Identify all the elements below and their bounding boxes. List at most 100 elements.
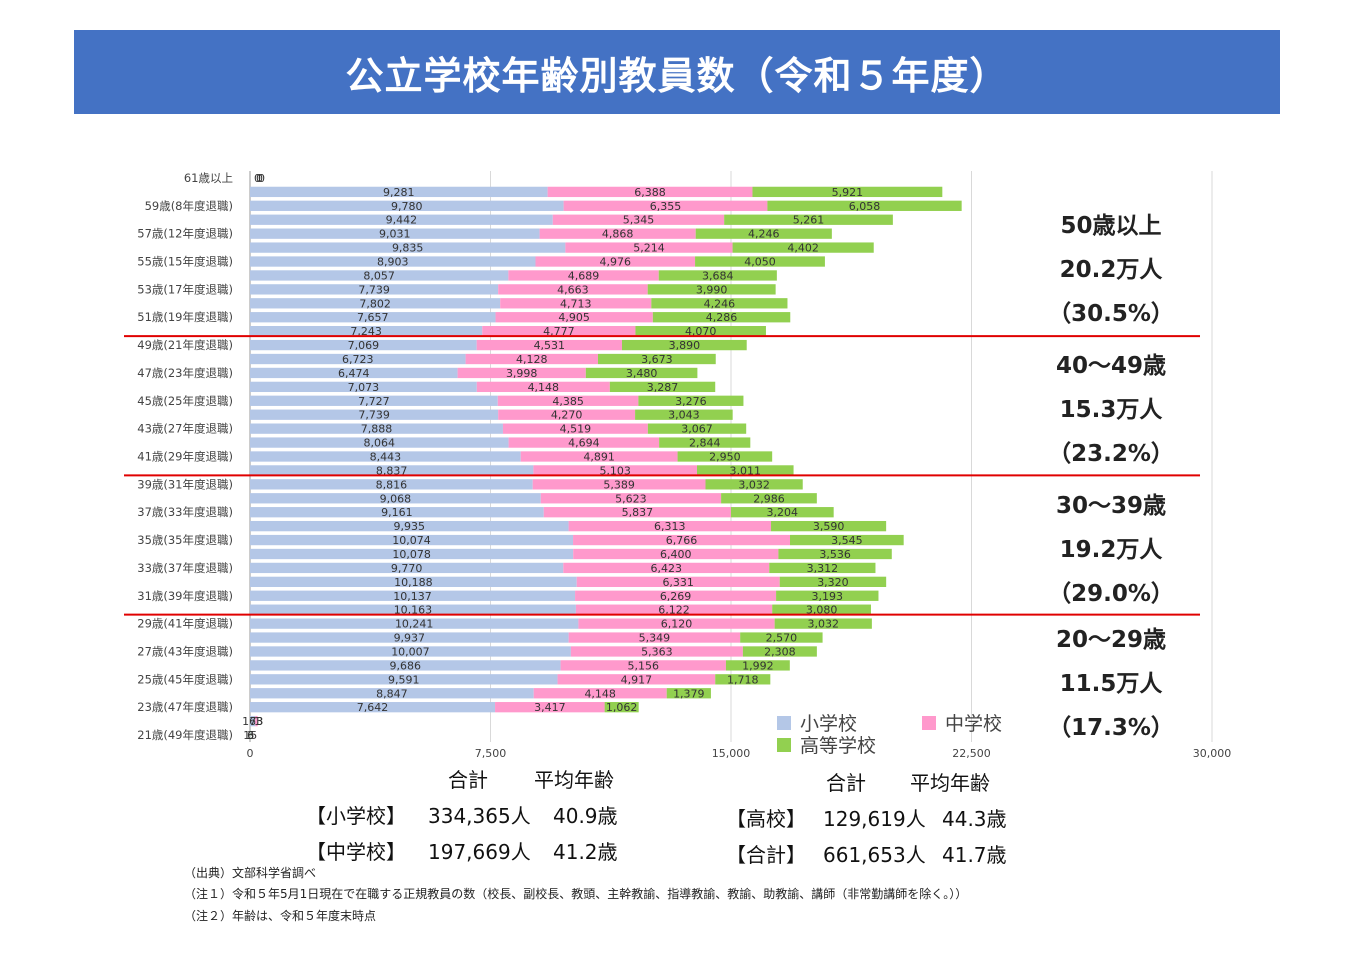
- y-tick-label: 55歳(15年度退職): [137, 255, 233, 269]
- data-label: 1: [254, 715, 261, 728]
- data-label: 3,890: [669, 339, 701, 352]
- y-tick-label: 31歳(39年度退職): [137, 589, 233, 603]
- data-label: 3,193: [812, 590, 844, 603]
- data-label: 4,385: [552, 395, 584, 408]
- data-label: 8,903: [377, 256, 409, 269]
- data-label: 3,998: [506, 367, 538, 380]
- summary-share: （29.0%）: [1031, 578, 1191, 622]
- data-label: 3,673: [641, 353, 673, 366]
- data-label: 4,270: [551, 409, 583, 422]
- data-label: 3,032: [808, 618, 840, 631]
- stats-high-label: 【高校】: [726, 803, 806, 832]
- legend-swatch: [777, 738, 791, 752]
- data-label: 2,844: [689, 437, 721, 450]
- y-tick-label: 51歳(19年度退職): [137, 310, 233, 324]
- y-tick-label: 47歳(23年度退職): [137, 366, 233, 380]
- data-label: 9,591: [388, 673, 420, 686]
- data-label: 10,188: [394, 576, 433, 589]
- data-label: 5,156: [628, 659, 660, 672]
- data-label: 4,519: [560, 423, 592, 436]
- y-tick-label: 57歳(12年度退職): [137, 227, 233, 241]
- summary-count: 19.2万人: [1031, 534, 1191, 578]
- data-label: 8,443: [370, 451, 402, 464]
- data-label: 9,780: [391, 200, 423, 213]
- data-label: 4,148: [584, 687, 616, 700]
- data-label: 4,246: [748, 228, 780, 241]
- data-label: 6: [247, 729, 254, 742]
- x-tick-label: 30,000: [1193, 747, 1232, 760]
- data-label: 7,739: [358, 283, 390, 296]
- data-label: 3,590: [813, 520, 845, 533]
- data-label: 7,802: [359, 297, 391, 310]
- data-label: 4,891: [583, 451, 615, 464]
- data-label: 9,686: [390, 659, 422, 672]
- data-label: 7,069: [348, 339, 380, 352]
- y-tick-label: 33歳(37年度退職): [137, 561, 233, 575]
- legend-swatch: [922, 716, 936, 730]
- stats-col-avg-right: 平均年齢: [910, 767, 990, 796]
- data-label: 5,214: [633, 242, 665, 255]
- y-tick-label: 45歳(25年度退職): [137, 394, 233, 408]
- data-label: 7,727: [358, 395, 390, 408]
- data-label: 2,950: [709, 451, 741, 464]
- stats-all-label: 【合計】: [726, 839, 806, 868]
- stats-col-total-left: 合計: [448, 764, 488, 793]
- summary-share: （30.5%）: [1031, 298, 1191, 342]
- data-label: 9,770: [391, 562, 423, 575]
- data-label: 4,050: [744, 256, 776, 269]
- y-tick-label: 25歳(45年度退職): [137, 672, 233, 686]
- stats-elementary-label: 【小学校】: [306, 800, 406, 829]
- y-tick-label: 29歳(41年度退職): [137, 617, 233, 631]
- summary-20s: 20〜29歳 11.5万人 （17.3%）: [1031, 624, 1191, 756]
- data-label: 10,078: [392, 548, 431, 561]
- y-tick-label: 61歳以上: [184, 171, 233, 185]
- y-tick-label: 59歳(8年度退職): [145, 199, 233, 213]
- footnote-1: （注１）令和５年5月1日現在で在職する正規教員の数（校長、副校長、教頭、主幹教諭…: [184, 885, 967, 902]
- y-tick-label: 37歳(33年度退職): [137, 505, 233, 519]
- data-label: 3,545: [831, 534, 863, 547]
- data-label: 0: [258, 172, 265, 185]
- data-label: 6,313: [654, 520, 686, 533]
- data-label: 7,642: [357, 701, 389, 714]
- data-label: 9,031: [379, 228, 411, 241]
- data-label: 9,937: [394, 632, 426, 645]
- stats-junior-total: 197,669人: [428, 836, 531, 865]
- legend-label: 高等学校: [800, 735, 876, 757]
- stats-junior-label: 【中学校】: [306, 836, 406, 865]
- data-label: 6,388: [634, 186, 666, 199]
- footnote-2: （注２）年齢は、令和５年度末時点: [184, 907, 376, 924]
- data-label: 1,718: [727, 673, 759, 686]
- data-label: 3,043: [668, 409, 700, 422]
- data-label: 4,694: [568, 437, 600, 450]
- stats-elementary-avg: 40.9歳: [553, 800, 618, 829]
- data-label: 6,058: [849, 200, 881, 213]
- data-label: 5,345: [623, 214, 655, 227]
- data-label: 5,623: [615, 492, 647, 505]
- summary-share: （23.2%）: [1031, 438, 1191, 482]
- data-label: 3,067: [681, 423, 713, 436]
- x-tick-label: 0: [247, 747, 254, 760]
- data-label: 4,402: [787, 242, 819, 255]
- data-label: 4,689: [568, 269, 600, 282]
- data-label: 6,120: [661, 618, 693, 631]
- data-label: 7,739: [358, 409, 390, 422]
- data-label: 10,241: [395, 618, 434, 631]
- data-label: 4,246: [704, 297, 736, 310]
- data-label: 6,269: [660, 590, 692, 603]
- data-label: 6,723: [342, 353, 374, 366]
- data-label: 2,986: [753, 492, 785, 505]
- data-label: 5,921: [832, 186, 864, 199]
- stats-all-total: 661,653人: [823, 839, 926, 868]
- data-label: 3,684: [702, 269, 734, 282]
- y-tick-label: 43歳(27年度退職): [137, 422, 233, 436]
- legend-swatch: [777, 716, 791, 730]
- summary-count: 20.2万人: [1031, 254, 1191, 298]
- x-tick-label: 7,500: [475, 747, 507, 760]
- data-label: 4,917: [621, 673, 653, 686]
- source-note: （出典）文部科学省調べ: [184, 864, 316, 881]
- summary-40s: 40〜49歳 15.3万人 （23.2%）: [1031, 350, 1191, 482]
- data-label: 9,281: [383, 186, 415, 199]
- summary-share: （17.3%）: [1031, 712, 1191, 756]
- data-label: 10,074: [392, 534, 431, 547]
- data-label: 6,423: [651, 562, 683, 575]
